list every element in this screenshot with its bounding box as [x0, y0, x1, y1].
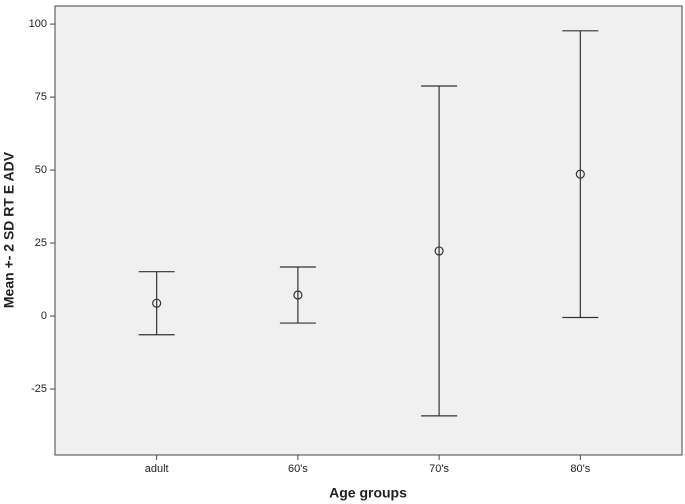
- y-tick-label: 25: [35, 237, 47, 249]
- error-bar: [562, 30, 599, 319]
- y-tick-label: 50: [35, 164, 47, 176]
- mean-marker: [434, 246, 444, 256]
- mean-marker: [575, 169, 585, 179]
- mean-marker: [152, 298, 162, 308]
- y-tick-label: 75: [35, 91, 47, 103]
- error-bar: [421, 85, 458, 417]
- y-axis-title: Mean +- 2 SD RT E ADV: [1, 151, 17, 308]
- error-bar: [279, 266, 316, 324]
- plot-area: [54, 5, 683, 456]
- x-tick-label: adult: [145, 463, 169, 475]
- error-bar: [138, 271, 175, 336]
- y-tick-label: -25: [31, 383, 47, 395]
- y-tick-label: 0: [41, 310, 47, 322]
- mean-marker: [293, 290, 303, 300]
- y-tick-label: 100: [29, 18, 47, 30]
- x-tick-label: 70's: [429, 463, 449, 475]
- x-tick-label: 60's: [288, 463, 308, 475]
- x-tick-label: 80's: [570, 463, 590, 475]
- x-axis-title: Age groups: [329, 485, 407, 501]
